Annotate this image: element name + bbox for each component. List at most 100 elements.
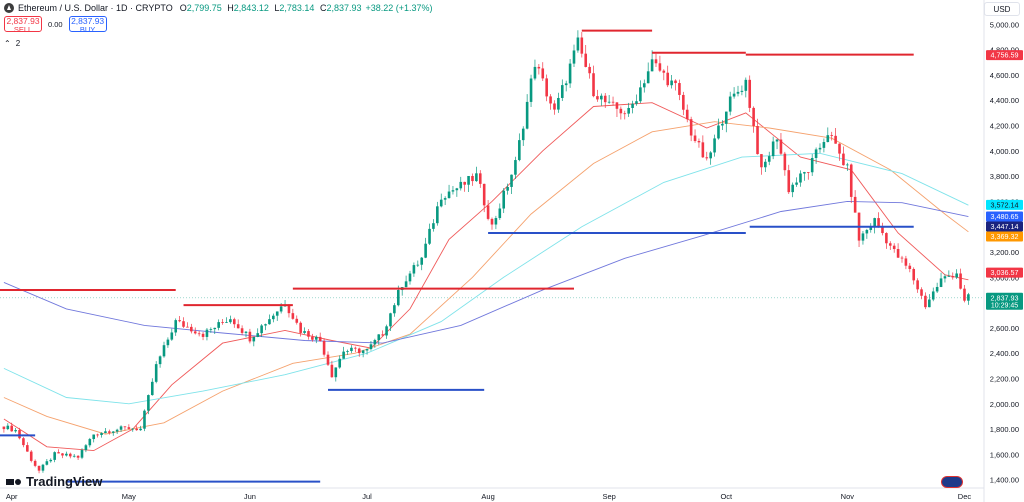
candle-body [451, 190, 455, 192]
candle [650, 50, 654, 72]
candle [307, 328, 310, 340]
candle-body [498, 208, 502, 219]
candle-body [482, 183, 486, 206]
candle [779, 133, 783, 155]
moving-average-line-1 [3, 102, 969, 452]
candle-body [490, 218, 494, 225]
candle [186, 322, 189, 328]
candle-body [568, 63, 572, 84]
indicators-toggle[interactable]: ⌃ 2 [4, 39, 20, 48]
candle-body [529, 78, 533, 102]
candle-body [881, 226, 884, 234]
candle-body [275, 311, 279, 316]
candle [557, 92, 560, 113]
candle [373, 338, 377, 348]
x-tick-label: May [122, 492, 136, 501]
currency-button[interactable]: USD [984, 2, 1020, 16]
candle [615, 102, 619, 118]
candle-body [892, 245, 896, 250]
flag-icon[interactable] [941, 476, 963, 488]
sell-button[interactable]: 2,837.93 SELL [4, 16, 42, 34]
candle-body [814, 149, 818, 158]
candle [728, 91, 732, 116]
candle [205, 328, 209, 341]
x-tick-label: Aug [481, 492, 494, 501]
candle [510, 174, 513, 195]
candle [892, 243, 896, 253]
candle-body [396, 290, 400, 306]
candle [158, 355, 162, 368]
candle-body [537, 66, 541, 69]
candle-body [783, 153, 787, 171]
candle-body [682, 94, 685, 110]
candle-body [447, 191, 451, 199]
candle-body [61, 453, 64, 456]
candle [350, 345, 353, 354]
candle-body [635, 101, 638, 104]
candle-body [939, 278, 943, 287]
candle [436, 201, 439, 226]
candle-body [849, 164, 853, 197]
candle-body [92, 434, 96, 440]
x-tick-label: Dec [958, 492, 972, 501]
candle [724, 111, 728, 133]
candle-body [545, 78, 548, 97]
candle [408, 270, 412, 285]
candle-body [33, 460, 37, 466]
tradingview-logo[interactable]: TradingView [6, 474, 102, 489]
low-key: L [274, 3, 280, 13]
candle [771, 136, 775, 160]
price-tag: 3,572.14 [986, 199, 1023, 210]
candle-body [260, 325, 263, 334]
candle [826, 127, 830, 143]
y-tick-label: 3,200.00 [990, 248, 1019, 257]
trade-panel: 2,837.93 SELL 0.00 2,837.93 BUY [4, 16, 107, 34]
candle [10, 422, 14, 432]
candle [846, 162, 849, 171]
candle-body [143, 410, 146, 429]
y-tick-label: 5,000.00 [990, 20, 1019, 29]
candle-body [959, 273, 962, 289]
candle-body [842, 153, 845, 166]
candle-body [916, 280, 919, 290]
candle [619, 106, 623, 120]
candle-body [123, 426, 127, 428]
candle [955, 269, 958, 280]
candle [314, 335, 318, 344]
candle [61, 452, 64, 459]
candle-body [346, 351, 349, 352]
buy-price: 2,837.93 [71, 16, 105, 26]
candle-body [603, 95, 607, 103]
candle [518, 133, 521, 162]
candle [568, 58, 572, 88]
candle-body [748, 79, 752, 108]
candle [654, 53, 658, 67]
candle [947, 270, 951, 277]
candle [693, 129, 697, 143]
candle-body [182, 321, 185, 327]
candle-body [18, 430, 21, 439]
candle-body [646, 71, 650, 84]
candle-body [279, 306, 283, 312]
candle-body [600, 95, 603, 100]
candle [459, 176, 463, 191]
buy-button[interactable]: 2,837.93 BUY [68, 16, 107, 34]
candle [322, 338, 326, 357]
candle-body [896, 249, 900, 258]
candle-body [53, 452, 56, 460]
candle [260, 324, 263, 337]
candle [131, 428, 135, 432]
candle [53, 451, 56, 463]
candle [14, 427, 17, 433]
candle [389, 312, 392, 332]
candle-body [311, 336, 314, 340]
candle [92, 434, 96, 443]
symbol-title[interactable]: Ethereum / U.S. Dollar · 1D · CRYPTO [18, 3, 173, 13]
candle [72, 454, 76, 458]
candle-body [756, 126, 759, 155]
candle-body [29, 451, 33, 461]
candle-body [432, 223, 435, 229]
low-value: 2,783.14 [279, 3, 315, 13]
candle [123, 426, 127, 431]
